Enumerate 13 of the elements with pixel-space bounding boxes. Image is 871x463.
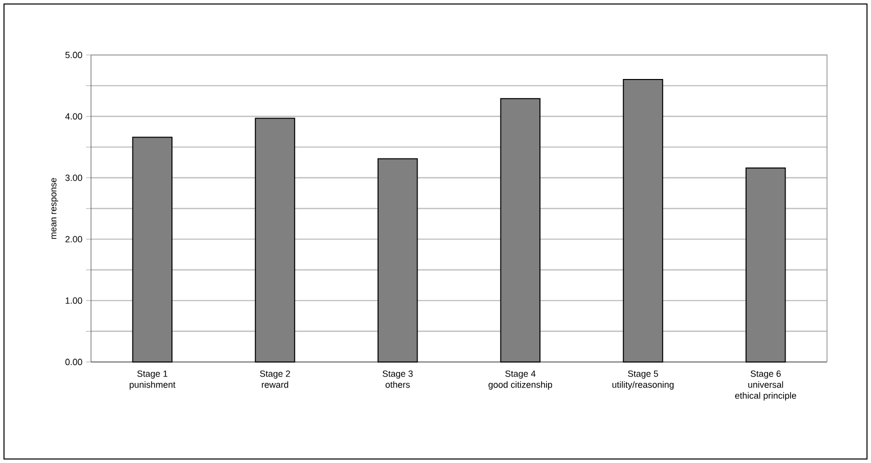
x-tick-label: Stage 1 punishment [130, 370, 176, 390]
x-tick-label: Stage 3 others [382, 370, 413, 388]
y-tick-label: 2.00 [65, 236, 82, 242]
x-tick-label: Stage 4 good citizenship [488, 370, 552, 390]
x-tick-label: Stage 5 utility/reasoning [612, 370, 674, 390]
x-tick-label: Stage 6 universal ethical principle [735, 370, 796, 401]
y-tick-label: 3.00 [65, 174, 82, 181]
y-tick-label: 1.00 [66, 297, 82, 304]
x-tick-label: Stage 2 reward [260, 370, 290, 388]
y-tick-label: 4.00 [65, 113, 82, 120]
y-axis-title: mean response [52, 178, 58, 239]
y-tick-label: 0.00 [65, 358, 82, 366]
y-tick-label: 5.00 [65, 52, 82, 58]
